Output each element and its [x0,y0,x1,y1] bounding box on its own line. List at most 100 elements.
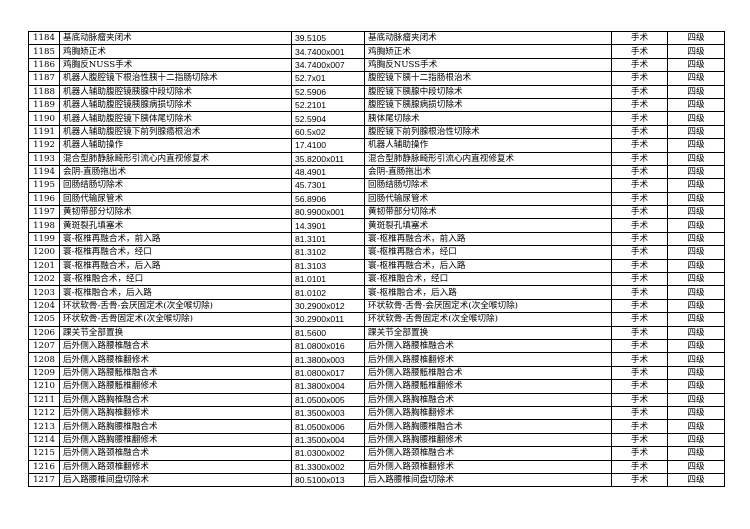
standard-name: 寰-枢椎再融合术，经口 [364,245,612,260]
category: 手术 [611,205,668,220]
row-number: 1200 [28,245,60,260]
procedure-name: 鸡胸反NUSS手术 [59,57,292,73]
level: 四级 [667,138,725,153]
level: 四级 [667,272,725,287]
procedure-name: 后外侧入路胸椎融合术 [59,392,292,407]
standard-name: 胰体尾切除术 [364,111,612,126]
category: 手术 [611,164,668,180]
table-row: 1189 机器人辅助腹腔镜胰腺病损切除术 52.2101 腹腔镜下胰腺病损切除术 手术四… [28,97,725,113]
procedure-code: 81.3300x002 [291,459,365,474]
row-number: 1194 [28,164,60,180]
row-number: 1196 [28,191,60,207]
row-number: 1202 [28,272,60,287]
procedure-code: 80.9900x001 [291,205,365,220]
row-number: 1187 [28,71,60,86]
procedure-code: 30.2900x012 [291,298,365,314]
procedure-code: 60.5x02 [291,124,365,140]
row-number: 1201 [28,258,60,274]
row-number: 1189 [28,97,60,113]
row-number: 1213 [28,419,60,434]
procedure-code: 81.3800x003 [291,352,365,367]
table-row: 1207 后外侧入路腰椎融合术 81.0800x016 后外侧入路腰椎融合术 手术 四级 [28,338,725,354]
procedure-name: 后外侧入路腰椎翻修术 [59,352,292,367]
table-body: 1184 基底动脉瘤夹闭术 39.5105 基底动脉瘤夹闭术 手术 四级 1185 鸡胸矫正术… [28,30,725,488]
row-number: 1195 [28,178,60,193]
standard-name: 环状软骨-舌骨固定术(次全喉切除) [364,312,612,327]
level: 四级 [667,472,725,488]
standard-name: 基底动脉瘤夹闭术 [364,30,612,46]
category: 手术 [611,325,668,340]
category: 手术 [611,111,668,126]
level: 四级 [667,178,725,193]
procedure-name: 寰-枢椎融合术，后入路 [59,285,292,300]
procedure-name: 后外侧入路颈椎翻修术 [59,459,292,474]
procedure-code: 81.0500x006 [291,419,365,434]
row-number: 1206 [28,325,60,340]
level: 四级 [667,218,725,233]
standard-name: 后外侧入路颈椎翻修术 [364,459,612,474]
standard-name: 腹腔镜下胰腺病损切除术 [364,97,612,113]
row-number: 1212 [28,405,60,421]
level: 四级 [667,258,725,274]
category: 手术 [611,446,668,461]
row-number: 1184 [28,30,60,46]
procedure-name: 环状软骨-舌骨固定术(次全喉切除) [59,312,292,327]
standard-name: 寰-枢椎融合术，经口 [364,272,612,287]
standard-name: 后外侧入路颈椎融合术 [364,446,612,461]
row-number: 1203 [28,285,60,300]
procedure-name: 寰-枢椎融合术，经口 [59,272,292,287]
standard-name: 混合型肺静脉畸形引流心内直视修复术 [364,151,612,166]
level: 四级 [667,325,725,340]
category: 手术 [611,44,668,59]
level: 四级 [667,405,725,421]
category: 手术 [611,30,668,46]
standard-name: 鸡胸反NUSS手术 [364,57,612,73]
standard-name: 黄韧带部分切除术 [364,205,612,220]
table-row: 1206 踝关节全部置换 81.5600 踝关节全部置换 手术 四级 [28,325,725,340]
procedure-code: 81.3102 [291,245,365,260]
category: 手术 [611,392,668,407]
procedure-code: 30.2900x011 [291,312,365,327]
category: 手术 [611,124,668,140]
level: 四级 [667,285,725,300]
table-row: 1184 基底动脉瘤夹闭术 39.5105 基底动脉瘤夹闭术 手术 四级 [28,30,725,46]
table-row: 1205 环状软骨-舌骨固定术(次全喉切除) 30.2900x011 环状软骨-舌骨固… [28,312,725,327]
row-number: 1214 [28,432,60,448]
procedure-code: 45.7301 [291,178,365,193]
table-row: 1210 后外侧入路腰骶椎翻修术 81.3800x004 后外侧入路腰骶椎翻修术 手术四… [28,379,725,394]
table-row: 1190 机器人辅助腹腔镜下胰体尾切除术 52.5904 胰体尾切除术 手术 四级 [28,111,725,126]
category: 手术 [611,151,668,166]
category: 手术 [611,218,668,233]
procedure-name: 寰-枢椎再融合术，后入路 [59,258,292,274]
procedure-name: 黄斑裂孔填塞术 [59,218,292,233]
level: 四级 [667,124,725,140]
row-number: 1186 [28,57,60,73]
category: 手术 [611,258,668,274]
procedure-code: 52.5906 [291,84,365,99]
level: 四级 [667,30,725,46]
category: 手术 [611,365,668,381]
standard-name: 后入路腰椎间盘切除术 [364,472,612,488]
level: 四级 [667,97,725,113]
table-row: 1193 混合型肺静脉畸形引流心内直视修复术 35.8200x011 混合型肺静脉畸形… [28,151,725,166]
row-number: 1205 [28,312,60,327]
procedure-code: 52.5904 [291,111,365,126]
standard-name: 腹腔镜下胰十二指肠根治术 [364,71,612,86]
procedure-name: 后外侧入路腰椎融合术 [59,338,292,354]
category: 手术 [611,231,668,247]
procedure-name: 机器人辅助腹腔镜下胰体尾切除术 [59,111,292,126]
row-number: 1192 [28,138,60,153]
category: 手术 [611,272,668,287]
procedure-code: 81.0102 [291,285,365,300]
level: 四级 [667,392,725,407]
row-number: 1209 [28,365,60,381]
category: 手术 [611,298,668,314]
procedure-code: 81.3500x004 [291,432,365,448]
level: 四级 [667,419,725,434]
category: 手术 [611,245,668,260]
procedure-code: 81.3800x004 [291,379,365,394]
procedure-name: 寰-枢椎再融合术，前入路 [59,231,292,247]
row-number: 1211 [28,392,60,407]
procedure-name: 鸡胸矫正术 [59,44,292,59]
